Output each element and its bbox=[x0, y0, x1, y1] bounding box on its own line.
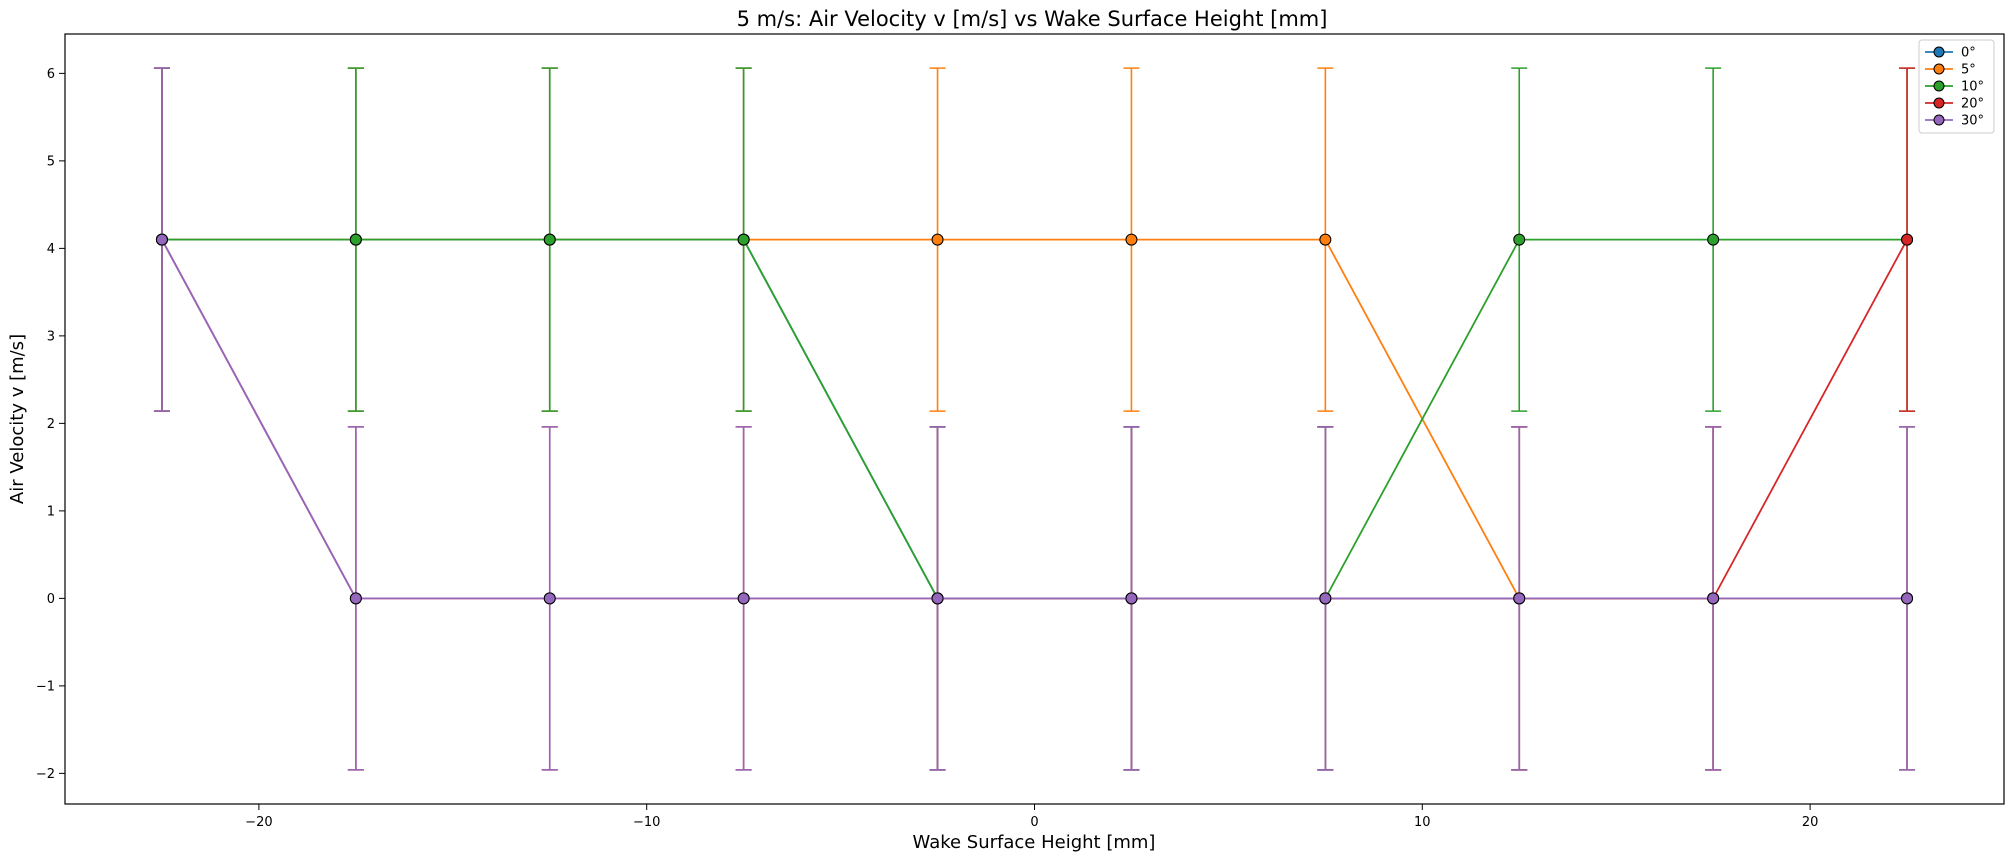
legend-label: 20° bbox=[1961, 97, 1984, 112]
legend-item: 30° bbox=[1925, 114, 1984, 129]
legend-item: 10° bbox=[1925, 80, 1984, 95]
y-tick-label: 1 bbox=[47, 504, 55, 519]
data-point bbox=[1125, 233, 1138, 246]
y-tick-label: 3 bbox=[47, 329, 55, 344]
legend-box bbox=[1918, 39, 1995, 134]
legend-marker bbox=[1933, 114, 1945, 126]
series-line bbox=[161, 239, 1908, 600]
legend-marker bbox=[1933, 46, 1945, 58]
plot-frame bbox=[64, 33, 2005, 805]
legend-marker bbox=[1933, 80, 1945, 92]
data-point bbox=[543, 233, 556, 246]
legend-label: 0° bbox=[1961, 46, 1976, 61]
x-tick-label: −20 bbox=[245, 815, 272, 830]
y-tick-label: 6 bbox=[47, 67, 55, 82]
data-point bbox=[1707, 233, 1720, 246]
data-point bbox=[1901, 233, 1914, 246]
legend-label: 10° bbox=[1961, 80, 1984, 95]
chart-title: 5 m/s: Air Velocity v [m/s] vs Wake Surf… bbox=[737, 7, 1328, 31]
y-tick-label: −1 bbox=[36, 679, 55, 694]
x-axis-label: Wake Surface Height [mm] bbox=[913, 832, 1156, 853]
data-point bbox=[349, 233, 362, 246]
data-point bbox=[737, 592, 750, 605]
y-tick-label: 0 bbox=[47, 592, 55, 607]
legend-item: 0° bbox=[1925, 46, 1976, 61]
data-point bbox=[1513, 233, 1526, 246]
legend-item: 5° bbox=[1925, 63, 1976, 78]
data-point bbox=[543, 592, 556, 605]
legend-marker bbox=[1933, 63, 1945, 75]
x-tick-label: 0 bbox=[1030, 815, 1038, 830]
x-tick-label: −10 bbox=[633, 815, 660, 830]
data-point bbox=[1707, 592, 1720, 605]
data-point bbox=[1319, 233, 1332, 246]
data-point bbox=[349, 592, 362, 605]
y-axis-label: Air Velocity v [m/s] bbox=[7, 334, 28, 504]
legend-marker bbox=[1933, 97, 1945, 109]
legend-item: 20° bbox=[1925, 97, 1984, 112]
y-tick-label: 4 bbox=[47, 242, 55, 257]
x-tick-label: 10 bbox=[1414, 815, 1431, 830]
data-point bbox=[1125, 592, 1138, 605]
data-point bbox=[931, 233, 944, 246]
y-tick-label: 5 bbox=[47, 154, 55, 169]
legend-label: 30° bbox=[1961, 114, 1984, 129]
series-4 bbox=[153, 67, 1916, 771]
data-point bbox=[1901, 592, 1914, 605]
data-point bbox=[1513, 592, 1526, 605]
data-point bbox=[1319, 592, 1332, 605]
data-point bbox=[737, 233, 750, 246]
legend-label: 5° bbox=[1961, 63, 1976, 78]
legend: 0° 5° 10° 20° 30° bbox=[1918, 39, 1995, 134]
plot-area bbox=[153, 67, 1916, 771]
data-point bbox=[931, 592, 944, 605]
x-tick-label: 20 bbox=[1802, 815, 1819, 830]
y-tick-label: −2 bbox=[36, 767, 55, 782]
y-tick-label: 2 bbox=[47, 417, 55, 432]
data-point bbox=[155, 233, 168, 246]
